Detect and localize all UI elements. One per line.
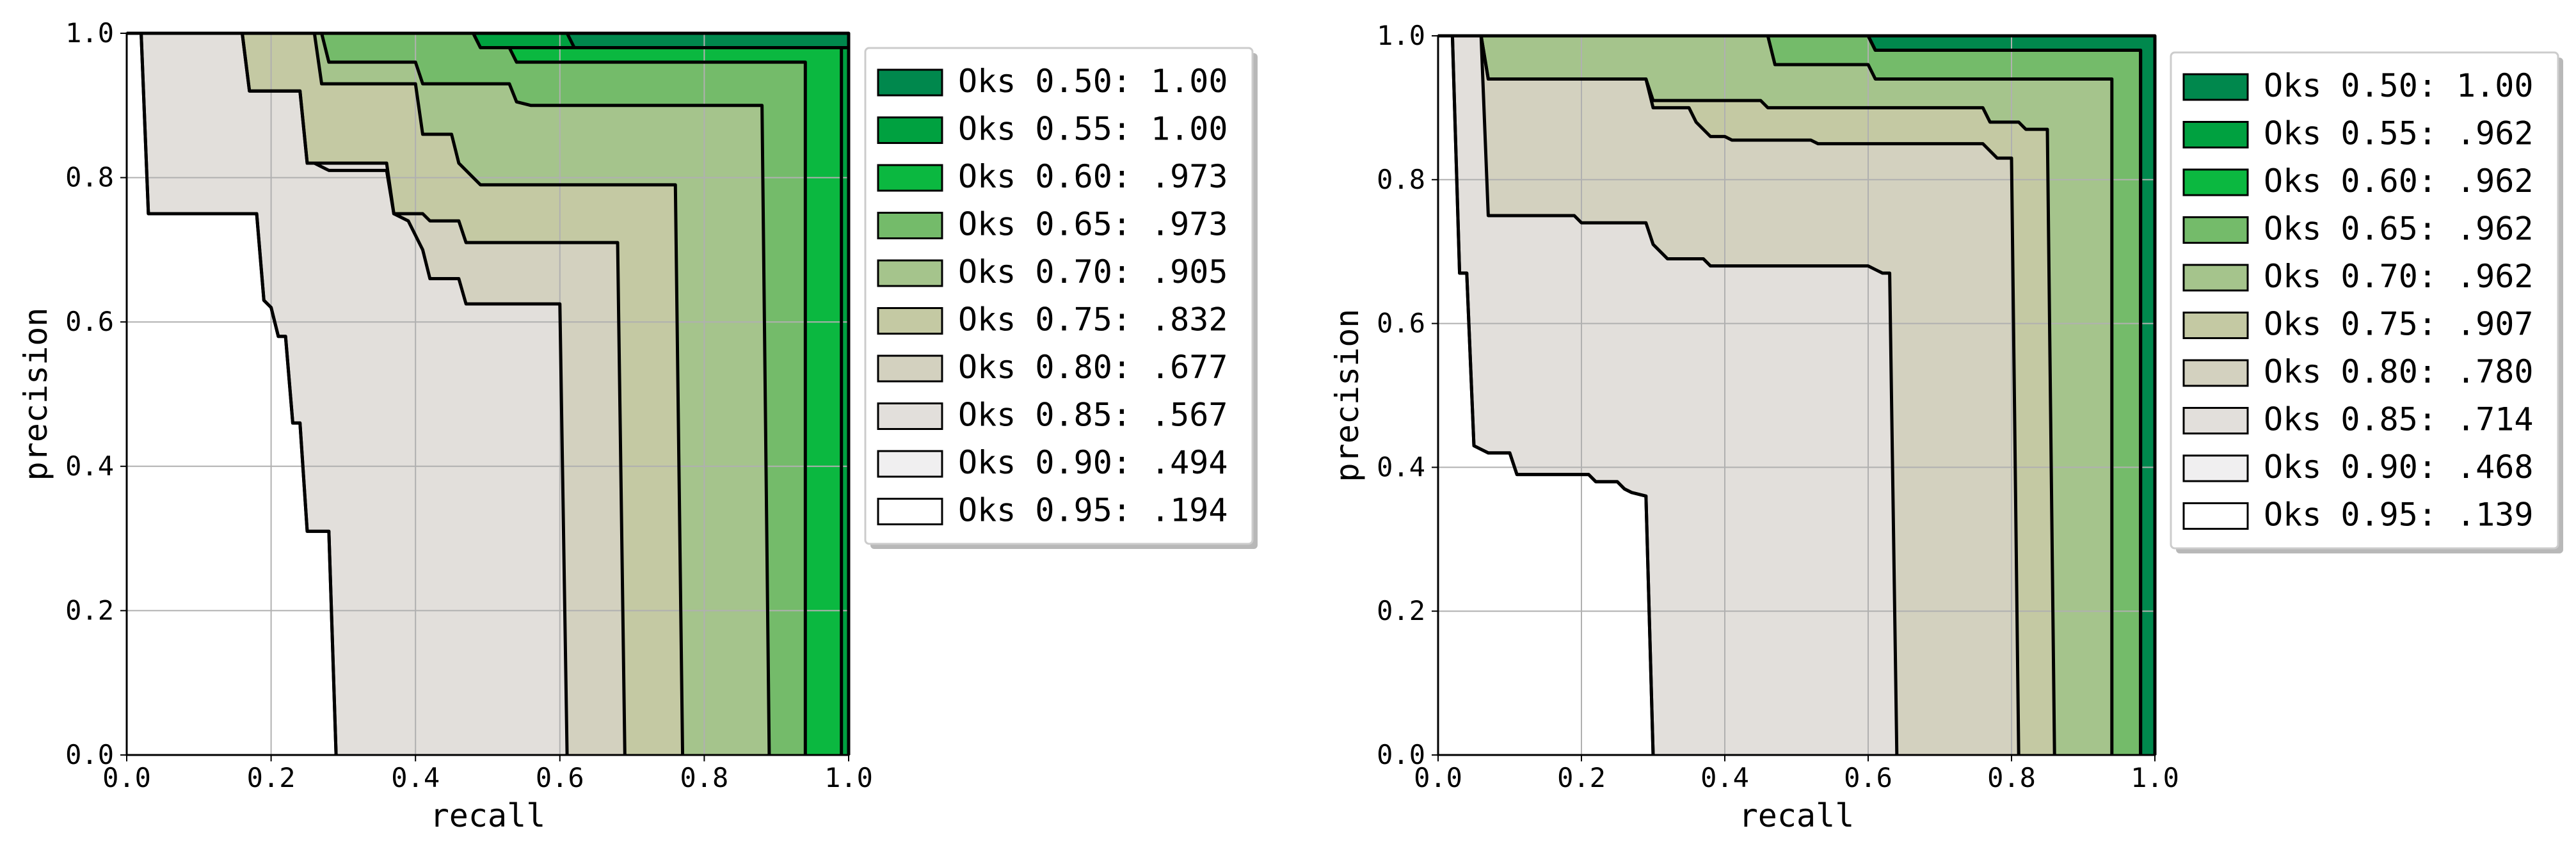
y-tick-label: 0.0 xyxy=(65,739,114,770)
legend-entry-label: Oks 0.95: .194 xyxy=(958,492,1228,529)
legend-swatch xyxy=(877,307,943,335)
chart-panel-right: 0.0 0.2 0.4 0.6 0.8 1.0 0.0 0.2 0.4 0.6 0.8 1.0 reca… xyxy=(1329,20,2563,834)
legend-box xyxy=(864,47,1254,545)
y-tick-label: 0.0 xyxy=(1377,739,1425,770)
legend-swatch xyxy=(877,450,943,478)
x-axis-label: recall xyxy=(430,797,546,834)
legend-swatch xyxy=(2182,454,2249,482)
y-tick-label: 0.2 xyxy=(1377,595,1425,626)
legend-swatch xyxy=(2182,168,2249,196)
y-tick-label: 0.6 xyxy=(1377,308,1425,339)
plot-frame xyxy=(125,32,850,756)
pr-curve-series-9 xyxy=(127,31,338,756)
y-tick-label: 0.4 xyxy=(65,450,114,482)
legend-swatch xyxy=(877,259,943,287)
legend-entry-label: Oks 0.80: .780 xyxy=(2264,353,2533,390)
legend-swatch xyxy=(877,354,943,383)
x-tick-label: 0.0 xyxy=(102,762,151,793)
legend-swatch xyxy=(2182,359,2249,387)
legend-entry-label: Oks 0.80: .677 xyxy=(958,349,1228,386)
legend-entry-label: Oks 0.65: .973 xyxy=(958,206,1228,243)
y-tick-label: 0.8 xyxy=(65,162,114,193)
pr-curve-series-5 xyxy=(127,31,685,756)
legend-swatch xyxy=(877,212,943,239)
legend-entry-label: Oks 0.90: .468 xyxy=(2264,449,2533,486)
legend-entry-label: Oks 0.85: .567 xyxy=(958,397,1228,434)
legend-entry-label: Oks 0.50: 1.00 xyxy=(2264,67,2533,104)
x-tick-label: 0.0 xyxy=(1414,762,1462,793)
legend-swatch xyxy=(877,116,943,144)
y-tick-label: 0.2 xyxy=(65,594,114,626)
legend: Oks 0.50: 1.00 Oks 0.55: 1.00 Oks 0.60: .9… xyxy=(864,47,1258,549)
legend-box xyxy=(2170,51,2559,550)
x-tick-label: 0.2 xyxy=(1557,762,1606,793)
x-tick-label: 1.0 xyxy=(824,762,873,793)
legend-swatch xyxy=(2182,121,2249,148)
y-axis-label: precision xyxy=(17,308,54,481)
legend-swatch xyxy=(877,68,943,97)
pr-curve-series-3 xyxy=(127,31,807,755)
legend-entry-label: Oks 0.75: .832 xyxy=(958,301,1228,338)
legend-swatch xyxy=(2182,73,2249,101)
y-tick-label: 1.0 xyxy=(1377,20,1425,51)
pr-curve-series-7 xyxy=(127,31,569,756)
legend-entry-label: Oks 0.85: .714 xyxy=(2264,401,2533,438)
legend-entry-label: Oks 0.70: .905 xyxy=(958,253,1228,290)
legend: Oks 0.50: 1.00 Oks 0.55: .962 Oks 0.60: .9… xyxy=(2170,51,2563,553)
x-tick-label: 0.8 xyxy=(1987,762,2036,793)
legend-entry-label: Oks 0.50: 1.00 xyxy=(958,63,1228,100)
pr-curve-series-4 xyxy=(127,31,771,756)
legend-entry-label: Oks 0.90: .494 xyxy=(958,444,1228,481)
legend-swatch xyxy=(877,164,943,192)
y-axis-label: precision xyxy=(1329,309,1366,482)
pr-area-series-9 xyxy=(1438,36,1653,755)
legend-swatch xyxy=(2182,407,2249,434)
y-tick-label: 0.6 xyxy=(65,306,114,337)
legend-entry-label: Oks 0.75: .907 xyxy=(2264,306,2533,343)
x-tick-label: 0.2 xyxy=(247,762,296,793)
plot-frame xyxy=(1437,35,2156,756)
legend-swatch xyxy=(877,402,943,430)
legend-entry-label: Oks 0.55: .962 xyxy=(2264,115,2533,152)
legend-swatch xyxy=(2182,216,2249,244)
y-tick-label: 0.4 xyxy=(1377,451,1425,482)
x-tick-label: 0.8 xyxy=(680,762,728,793)
pr-curve-series-9 xyxy=(1438,34,1655,756)
pr-curve-series-7 xyxy=(1438,34,1899,756)
x-tick-label: 1.0 xyxy=(2131,762,2179,793)
legend-swatch xyxy=(2182,264,2249,292)
legend-entry-label: Oks 0.70: .962 xyxy=(2264,258,2533,295)
legend-entry-label: Oks 0.65: .962 xyxy=(2264,210,2533,248)
pr-curve-series-6 xyxy=(1438,34,2020,756)
x-tick-label: 0.6 xyxy=(536,762,584,793)
chart-panel-left: 0.0 0.2 0.4 0.6 0.8 1.0 0.0 0.2 0.4 0.6 0.8 1.0 reca… xyxy=(17,17,1258,834)
x-tick-label: 0.4 xyxy=(391,762,440,793)
x-tick-label: 0.4 xyxy=(1700,762,1749,793)
legend-entry-label: Oks 0.55: 1.00 xyxy=(958,111,1228,148)
legend-swatch xyxy=(877,498,943,525)
legend-swatch xyxy=(2182,312,2249,339)
legend-entry-label: Oks 0.60: .973 xyxy=(958,158,1228,195)
legend-entry-label: Oks 0.95: .139 xyxy=(2264,496,2533,534)
y-tick-label: 0.8 xyxy=(1377,164,1425,195)
x-tick-label: 0.6 xyxy=(1844,762,1892,793)
x-axis-label: recall xyxy=(1739,797,1855,834)
y-tick-label: 1.0 xyxy=(65,17,114,49)
legend-swatch xyxy=(2182,502,2249,530)
legend-entry-label: Oks 0.60: .962 xyxy=(2264,163,2533,200)
